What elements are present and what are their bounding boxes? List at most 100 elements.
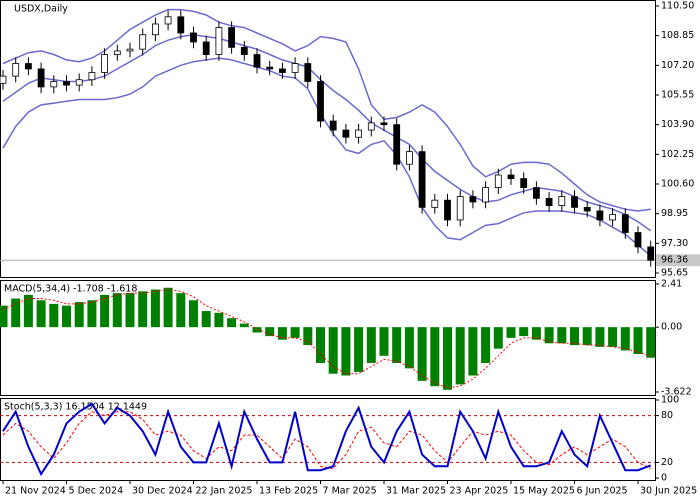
macd-bar (481, 327, 491, 363)
macd-bar (531, 327, 541, 340)
macd-bar (341, 327, 351, 376)
macd-bar (125, 293, 135, 328)
candle-body (0, 75, 7, 84)
macd-bar (404, 327, 414, 369)
macd-bar (303, 327, 313, 346)
candle-body (240, 46, 248, 55)
candle-body (507, 174, 515, 180)
candle-body (190, 32, 197, 43)
macd-bar (163, 287, 173, 328)
candle-body (88, 72, 96, 81)
macd-bar (443, 327, 452, 390)
macd-bar (379, 327, 389, 356)
macd-bar (265, 327, 275, 337)
candle-body (418, 151, 426, 208)
macd-bar (392, 327, 402, 363)
y-tick-label: 80 (661, 410, 673, 421)
macd-bar (74, 302, 84, 328)
candle-body (520, 178, 528, 188)
candle-body (444, 199, 451, 221)
macd-bar (646, 327, 656, 358)
macd-bar (138, 291, 148, 328)
candle-body (456, 196, 464, 221)
x-tick-label: 31 Mar 2025 (386, 486, 446, 497)
macd-bar (112, 293, 122, 328)
x-tick-label: 30 Dec 2024 (132, 486, 193, 497)
macd-bar (227, 318, 237, 328)
stoch-panel (0, 398, 656, 481)
candle-body (355, 129, 363, 138)
y-tick-label: 105.55 (661, 90, 694, 101)
candle-body (469, 196, 477, 203)
candle-body (304, 63, 312, 82)
line (2, 57, 652, 257)
candle-body (113, 50, 121, 55)
x-tick-label: 13 Feb 2025 (259, 486, 318, 497)
current-price-label: 96.36 (661, 255, 688, 266)
candle-body (253, 54, 261, 68)
macd-bar (0, 305, 8, 328)
macd-bar (328, 327, 338, 374)
candle-body (634, 232, 642, 248)
macd-bar (557, 327, 567, 344)
x-tick-label: 30 Jun 2025 (640, 486, 697, 497)
line (2, 8, 651, 212)
macd-bar (582, 327, 592, 346)
macd-bar (366, 327, 376, 363)
macd-bar (595, 327, 605, 347)
candle-body (482, 187, 490, 203)
x-tick-label: 22 Jan 2025 (196, 486, 253, 497)
candle-body (583, 206, 591, 212)
candle-body (431, 199, 439, 208)
line (2, 34, 652, 232)
candle-body (228, 27, 236, 48)
y-tick-label: 107.20 (661, 60, 694, 71)
y-tick-label: 97.30 (661, 238, 688, 249)
y-tick-label: 20 (661, 457, 673, 468)
macd-bar (87, 300, 97, 328)
candle-body (317, 81, 324, 122)
macd-bar (23, 294, 33, 328)
y-tick-label: -3.622 (661, 387, 692, 398)
macd-bar (36, 300, 46, 328)
y-tick-label: 2.41 (661, 279, 682, 290)
candle-body (164, 16, 172, 25)
x-tick-label: 23 Apr 2025 (450, 486, 509, 497)
macd-panel (0, 280, 656, 396)
macd-bar (277, 327, 287, 340)
y-tick-label: 98.95 (661, 208, 688, 219)
x-tick-label: 5 Dec 2024 (69, 486, 124, 497)
candle-body (405, 151, 413, 165)
candle-body (50, 81, 58, 88)
y-tick-label: 100.60 (661, 179, 694, 190)
y-tick-label: 100 (661, 395, 679, 406)
candle-body (647, 246, 655, 261)
candle-body (571, 196, 578, 208)
candle-body (393, 124, 401, 165)
candle-body (63, 81, 70, 86)
macd-bar (468, 327, 478, 376)
macd-bar (150, 289, 160, 328)
candle-body (342, 129, 350, 138)
candle-body (37, 68, 45, 88)
candle-body (380, 122, 388, 126)
candle-body (621, 214, 629, 233)
macd-bar (176, 293, 186, 328)
macd-bar (493, 327, 503, 349)
macd-bar (239, 323, 249, 328)
y-tick-label: 0 (661, 473, 667, 484)
candle-body (596, 210, 604, 221)
x-tick-label: 15 May 2025 (513, 486, 575, 497)
y-tick-label: 108.85 (661, 30, 694, 41)
y-tick-label: 102.25 (661, 149, 694, 160)
macd-bar (290, 327, 300, 338)
macd-bar (519, 327, 529, 337)
macd-bar (570, 327, 579, 346)
macd-bar (633, 327, 643, 355)
x-tick-label: 6 Jun 2025 (577, 486, 628, 497)
candle-body (558, 196, 566, 206)
macd-title: MACD(5,34,4) -1.708 -1.618 (4, 284, 137, 295)
macd-bar (620, 327, 630, 351)
candle-body (24, 63, 32, 70)
candle-body (545, 197, 553, 206)
